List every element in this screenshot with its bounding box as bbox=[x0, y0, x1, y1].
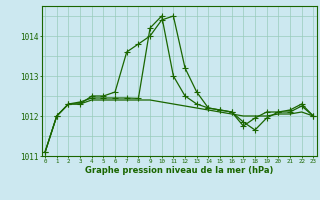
X-axis label: Graphe pression niveau de la mer (hPa): Graphe pression niveau de la mer (hPa) bbox=[85, 166, 273, 175]
